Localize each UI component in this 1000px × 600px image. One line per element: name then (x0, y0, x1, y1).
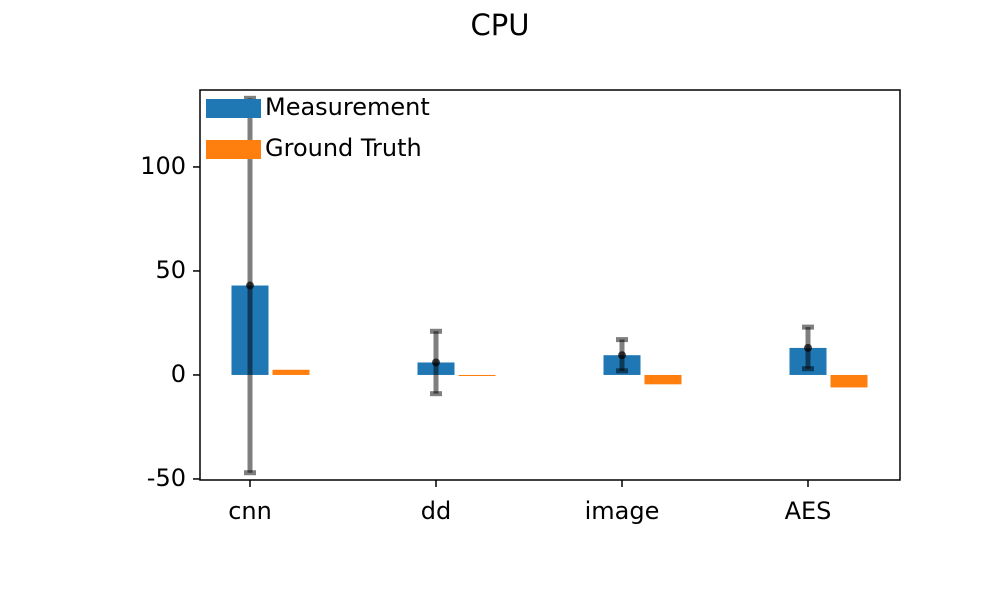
error-bar-part (246, 281, 254, 290)
bar (272, 369, 310, 375)
bar (458, 374, 496, 376)
bar (644, 374, 682, 385)
x-tick-label: image (585, 497, 660, 525)
y-tick-label: -50 (147, 464, 186, 492)
error-bar (430, 328, 442, 397)
y-tick-label: 0 (171, 360, 186, 388)
bar (830, 374, 868, 388)
error-bar-part (804, 343, 812, 352)
error-bar (802, 324, 814, 372)
y-tick-label: 50 (155, 256, 186, 284)
legend-swatch (206, 99, 261, 118)
error-bar-part (618, 351, 626, 360)
legend-label: Ground Truth (265, 134, 422, 162)
x-tick-label: AES (785, 497, 832, 525)
plot-frame (199, 89, 901, 481)
legend-swatch (206, 140, 261, 159)
error-bar (244, 95, 256, 476)
chart-title: CPU (471, 8, 530, 42)
error-bar (616, 337, 628, 374)
x-tick-label: dd (421, 497, 451, 525)
y-tick-label: 100 (140, 152, 186, 180)
x-tick-label: cnn (228, 497, 272, 525)
error-bar-part (432, 358, 440, 367)
legend-label: Measurement (265, 93, 430, 121)
